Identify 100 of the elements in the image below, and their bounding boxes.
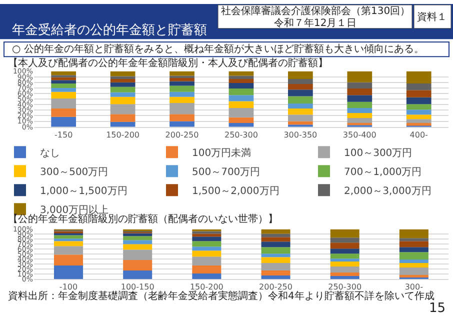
chart-title: 【公的年金年金額階級別の貯蓄額（配偶者のいない世帯）】	[8, 213, 278, 225]
bar	[399, 260, 428, 264]
bar	[170, 114, 194, 122]
bar	[347, 102, 372, 108]
bar	[261, 257, 290, 264]
bar	[261, 237, 290, 242]
bar	[399, 247, 428, 252]
bar	[406, 119, 432, 123]
bar	[347, 88, 372, 96]
bar	[399, 229, 428, 238]
bar	[406, 110, 432, 115]
bar	[261, 242, 290, 248]
bar	[192, 273, 222, 279]
bar	[399, 252, 428, 260]
bar	[261, 263, 290, 270]
bar	[110, 92, 136, 97]
bar	[406, 84, 432, 90]
bar	[228, 117, 254, 123]
bar	[51, 116, 76, 127]
x-tick-label: -150	[54, 130, 73, 140]
text: 令和７年12月１日	[274, 17, 357, 29]
bar	[110, 104, 136, 114]
bar	[51, 92, 76, 99]
bar	[288, 114, 313, 122]
bar	[123, 250, 152, 260]
bar	[330, 276, 360, 279]
bar	[347, 82, 372, 89]
x-tick-label: 300-350	[284, 130, 318, 140]
x-tick-label: 250-300	[224, 130, 258, 140]
bar	[406, 114, 432, 120]
bar	[51, 71, 76, 76]
bar	[347, 71, 372, 82]
bar	[110, 82, 136, 87]
bar	[261, 234, 290, 238]
bar	[406, 122, 432, 126]
bar	[288, 90, 313, 96]
bar	[123, 270, 152, 279]
bar	[330, 254, 360, 259]
legend-label: 700～1,000万円	[344, 166, 422, 178]
x-tick-label: 250-300	[328, 282, 362, 292]
bar	[51, 88, 76, 92]
bar	[54, 241, 84, 246]
bar	[192, 256, 222, 266]
x-tick-label: 100-150	[120, 282, 154, 292]
bar	[347, 108, 372, 113]
text: 社会保障審議会介護保険部会（第130回）	[221, 5, 410, 17]
bar	[347, 118, 372, 123]
bar	[406, 90, 432, 98]
bar	[330, 229, 360, 238]
bar	[261, 254, 290, 258]
x-tick-label: 200-250	[259, 282, 292, 292]
legend-label: 300～500万円	[40, 166, 108, 178]
bar	[110, 86, 136, 92]
bar	[51, 108, 76, 117]
bar	[330, 238, 360, 243]
bar	[192, 246, 222, 251]
x-tick-label: 400-	[410, 130, 428, 140]
chart-title: 【本人及び配偶者の公的年金年金額階級別・本人及び配偶者の貯蓄額】	[8, 57, 328, 69]
bar	[170, 102, 194, 114]
bar	[347, 122, 372, 126]
bar	[110, 114, 136, 122]
x-tick-label: 300-	[404, 282, 424, 292]
bar	[330, 262, 360, 267]
bar	[228, 79, 254, 83]
bar	[288, 84, 313, 90]
bar	[192, 236, 222, 242]
bar	[347, 95, 372, 102]
bar	[330, 272, 360, 276]
bar	[406, 104, 432, 110]
bar	[399, 263, 428, 268]
x-tick-label: 350-400	[342, 130, 376, 140]
bar	[288, 108, 313, 115]
legend-label: 100～300万円	[344, 148, 412, 159]
bar	[406, 71, 432, 84]
bar	[261, 270, 290, 276]
legend-label: 500～700万円	[192, 166, 260, 178]
text: ○ 公的年金の年額と貯蓄額をみると、概ね年金額が大きいほど貯蓄額も大きい傾向にある。	[12, 43, 424, 55]
bar	[288, 121, 313, 125]
bar	[170, 121, 194, 127]
x-tick-label: 150-200	[190, 282, 224, 292]
legend-label: 1,000～1,500万円	[40, 186, 128, 197]
legend-label: 1,500～2,000万円	[192, 186, 280, 197]
bar	[228, 108, 254, 118]
bar	[399, 274, 428, 278]
x-tick-label: 200-250	[165, 130, 199, 140]
text: 年金受給者の公的年金額と貯蓄額	[12, 23, 207, 38]
bar	[288, 79, 313, 84]
legend-label: 2,000～3,000万円	[344, 186, 432, 197]
bar	[330, 242, 360, 249]
bar	[399, 268, 428, 275]
bar	[261, 247, 290, 254]
text: 資料出所：年金制度基礎調査（老齢年金受給者実態調査）令和4年より貯蓄額不詳を除いて作成	[8, 290, 434, 302]
legend-label: 100万円未満	[192, 146, 252, 159]
bar	[347, 112, 372, 118]
bar	[288, 96, 313, 104]
bar	[399, 241, 428, 248]
bar	[228, 76, 254, 80]
bar	[110, 79, 136, 82]
bar	[399, 238, 428, 242]
bar	[228, 95, 254, 102]
